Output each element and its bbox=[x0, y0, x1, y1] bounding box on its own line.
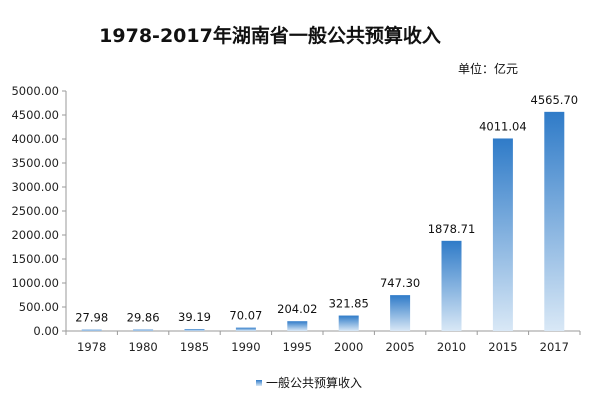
bar-series bbox=[81, 111, 565, 331]
data-label: 747.30 bbox=[380, 276, 420, 290]
x-tick-label: 1995 bbox=[283, 340, 312, 354]
data-label: 29.86 bbox=[127, 311, 160, 325]
x-tick-label: 2005 bbox=[385, 340, 414, 354]
data-label: 204.02 bbox=[277, 302, 317, 316]
y-tick-label: 1000.00 bbox=[11, 276, 59, 290]
y-tick-label: 5000.00 bbox=[11, 84, 59, 98]
bar bbox=[390, 295, 411, 331]
data-label: 4011.04 bbox=[479, 119, 527, 133]
unit-label: 单位：亿元 bbox=[458, 61, 518, 76]
bar bbox=[544, 111, 565, 331]
bar bbox=[184, 329, 205, 331]
data-label: 4565.70 bbox=[531, 93, 579, 107]
bar bbox=[441, 240, 462, 331]
legend-label: 一般公共预算收入 bbox=[266, 375, 362, 390]
x-tick-label: 2015 bbox=[488, 340, 517, 354]
y-tick-label: 3500.00 bbox=[11, 156, 59, 170]
x-tick-label: 1980 bbox=[128, 340, 157, 354]
y-tick-label: 0.00 bbox=[33, 324, 59, 338]
data-label: 70.07 bbox=[229, 309, 262, 323]
x-tick-label: 1985 bbox=[180, 340, 209, 354]
x-tick-label: 2010 bbox=[437, 340, 466, 354]
y-tick-label: 3000.00 bbox=[11, 180, 59, 194]
bar bbox=[338, 315, 359, 331]
bar bbox=[287, 321, 308, 331]
legend-swatch bbox=[256, 380, 262, 386]
chart-title: 1978-2017年湖南省一般公共预算收入 bbox=[99, 24, 441, 47]
x-tick-label: 1990 bbox=[231, 340, 260, 354]
bar bbox=[235, 327, 256, 331]
y-tick-label: 4500.00 bbox=[11, 108, 59, 122]
y-tick-label: 2000.00 bbox=[11, 228, 59, 242]
y-tick-label: 4000.00 bbox=[11, 132, 59, 146]
bar bbox=[133, 329, 154, 331]
data-label: 1878.71 bbox=[428, 222, 476, 236]
bar bbox=[81, 329, 102, 331]
bar bbox=[492, 138, 513, 331]
data-label: 27.98 bbox=[75, 311, 108, 325]
x-tick-label: 1978 bbox=[77, 340, 106, 354]
y-tick-label: 500.00 bbox=[19, 300, 59, 314]
x-tick-label: 2017 bbox=[540, 340, 569, 354]
data-label: 321.85 bbox=[329, 297, 369, 311]
y-tick-label: 2500.00 bbox=[11, 204, 59, 218]
data-labels: 27.98 29.86 39.19 70.07 204.02 321.85 747.30 18… bbox=[75, 93, 578, 325]
y-axis: 0.00 500.00 1000.00 1500.00 2000.00 2500.00 30… bbox=[11, 84, 67, 338]
x-axis: 1978 1980 1985 1990 1995 2000 2005 2010 2015 2017 bbox=[65, 330, 581, 354]
legend: 一般公共预算收入 bbox=[256, 375, 362, 390]
x-tick-label: 2000 bbox=[334, 340, 363, 354]
y-tick-label: 1500.00 bbox=[11, 252, 59, 266]
data-label: 39.19 bbox=[178, 310, 211, 324]
